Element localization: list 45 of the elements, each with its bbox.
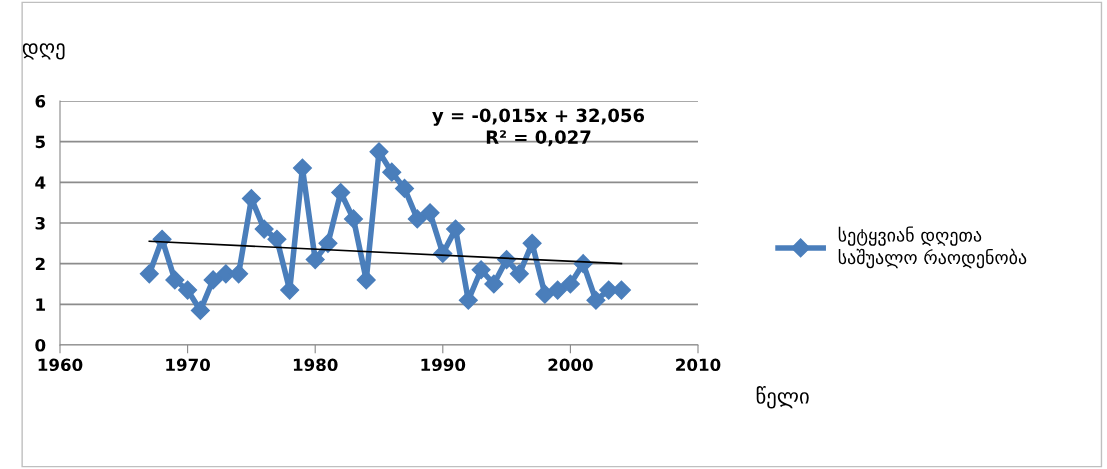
x-tick-label: 1970 [166,358,210,372]
point [407,209,427,229]
point [394,178,415,198]
point [280,280,300,300]
y-tick-label: 5 [35,135,45,149]
point [292,158,312,178]
legend-label: სეტყვიან დღეთა საშუალო რაოდენობა [838,226,1027,269]
y-tick-label: 1 [36,298,45,311]
point [331,182,351,203]
point [165,270,185,290]
point [343,209,364,229]
y-tick-label: 3 [35,216,45,230]
point [318,233,338,253]
point [356,270,376,290]
point [446,219,466,239]
point [535,284,555,304]
point [586,290,606,310]
point [471,260,491,280]
point [509,264,529,284]
point [560,274,580,294]
point [548,280,568,300]
point [139,264,159,284]
point [229,264,249,284]
x-tick-label: 1990 [421,358,466,372]
point [305,250,325,270]
x-tick-label: 1980 [293,358,338,372]
y-tick-label: 4 [35,176,46,189]
point [382,162,402,182]
point [190,300,210,320]
x-axis-title: წელი [756,386,809,409]
y-tick-label: 2 [35,257,45,270]
point [267,229,287,249]
point [178,280,198,300]
y-tick-label: 6 [35,94,46,108]
point [369,142,389,162]
point [420,203,440,223]
point [484,274,504,294]
x-tick-label: 2000 [548,358,593,372]
annotation: y = -0,015x + 32,056 R² = 0,027 [432,108,645,147]
x-tick-label: 2010 [676,358,721,372]
y-axis-title: დღე [22,43,65,60]
point [203,270,223,290]
x-tick-label: 1960 [38,358,83,372]
point [254,219,274,239]
y-tick-label: 0 [35,338,46,352]
